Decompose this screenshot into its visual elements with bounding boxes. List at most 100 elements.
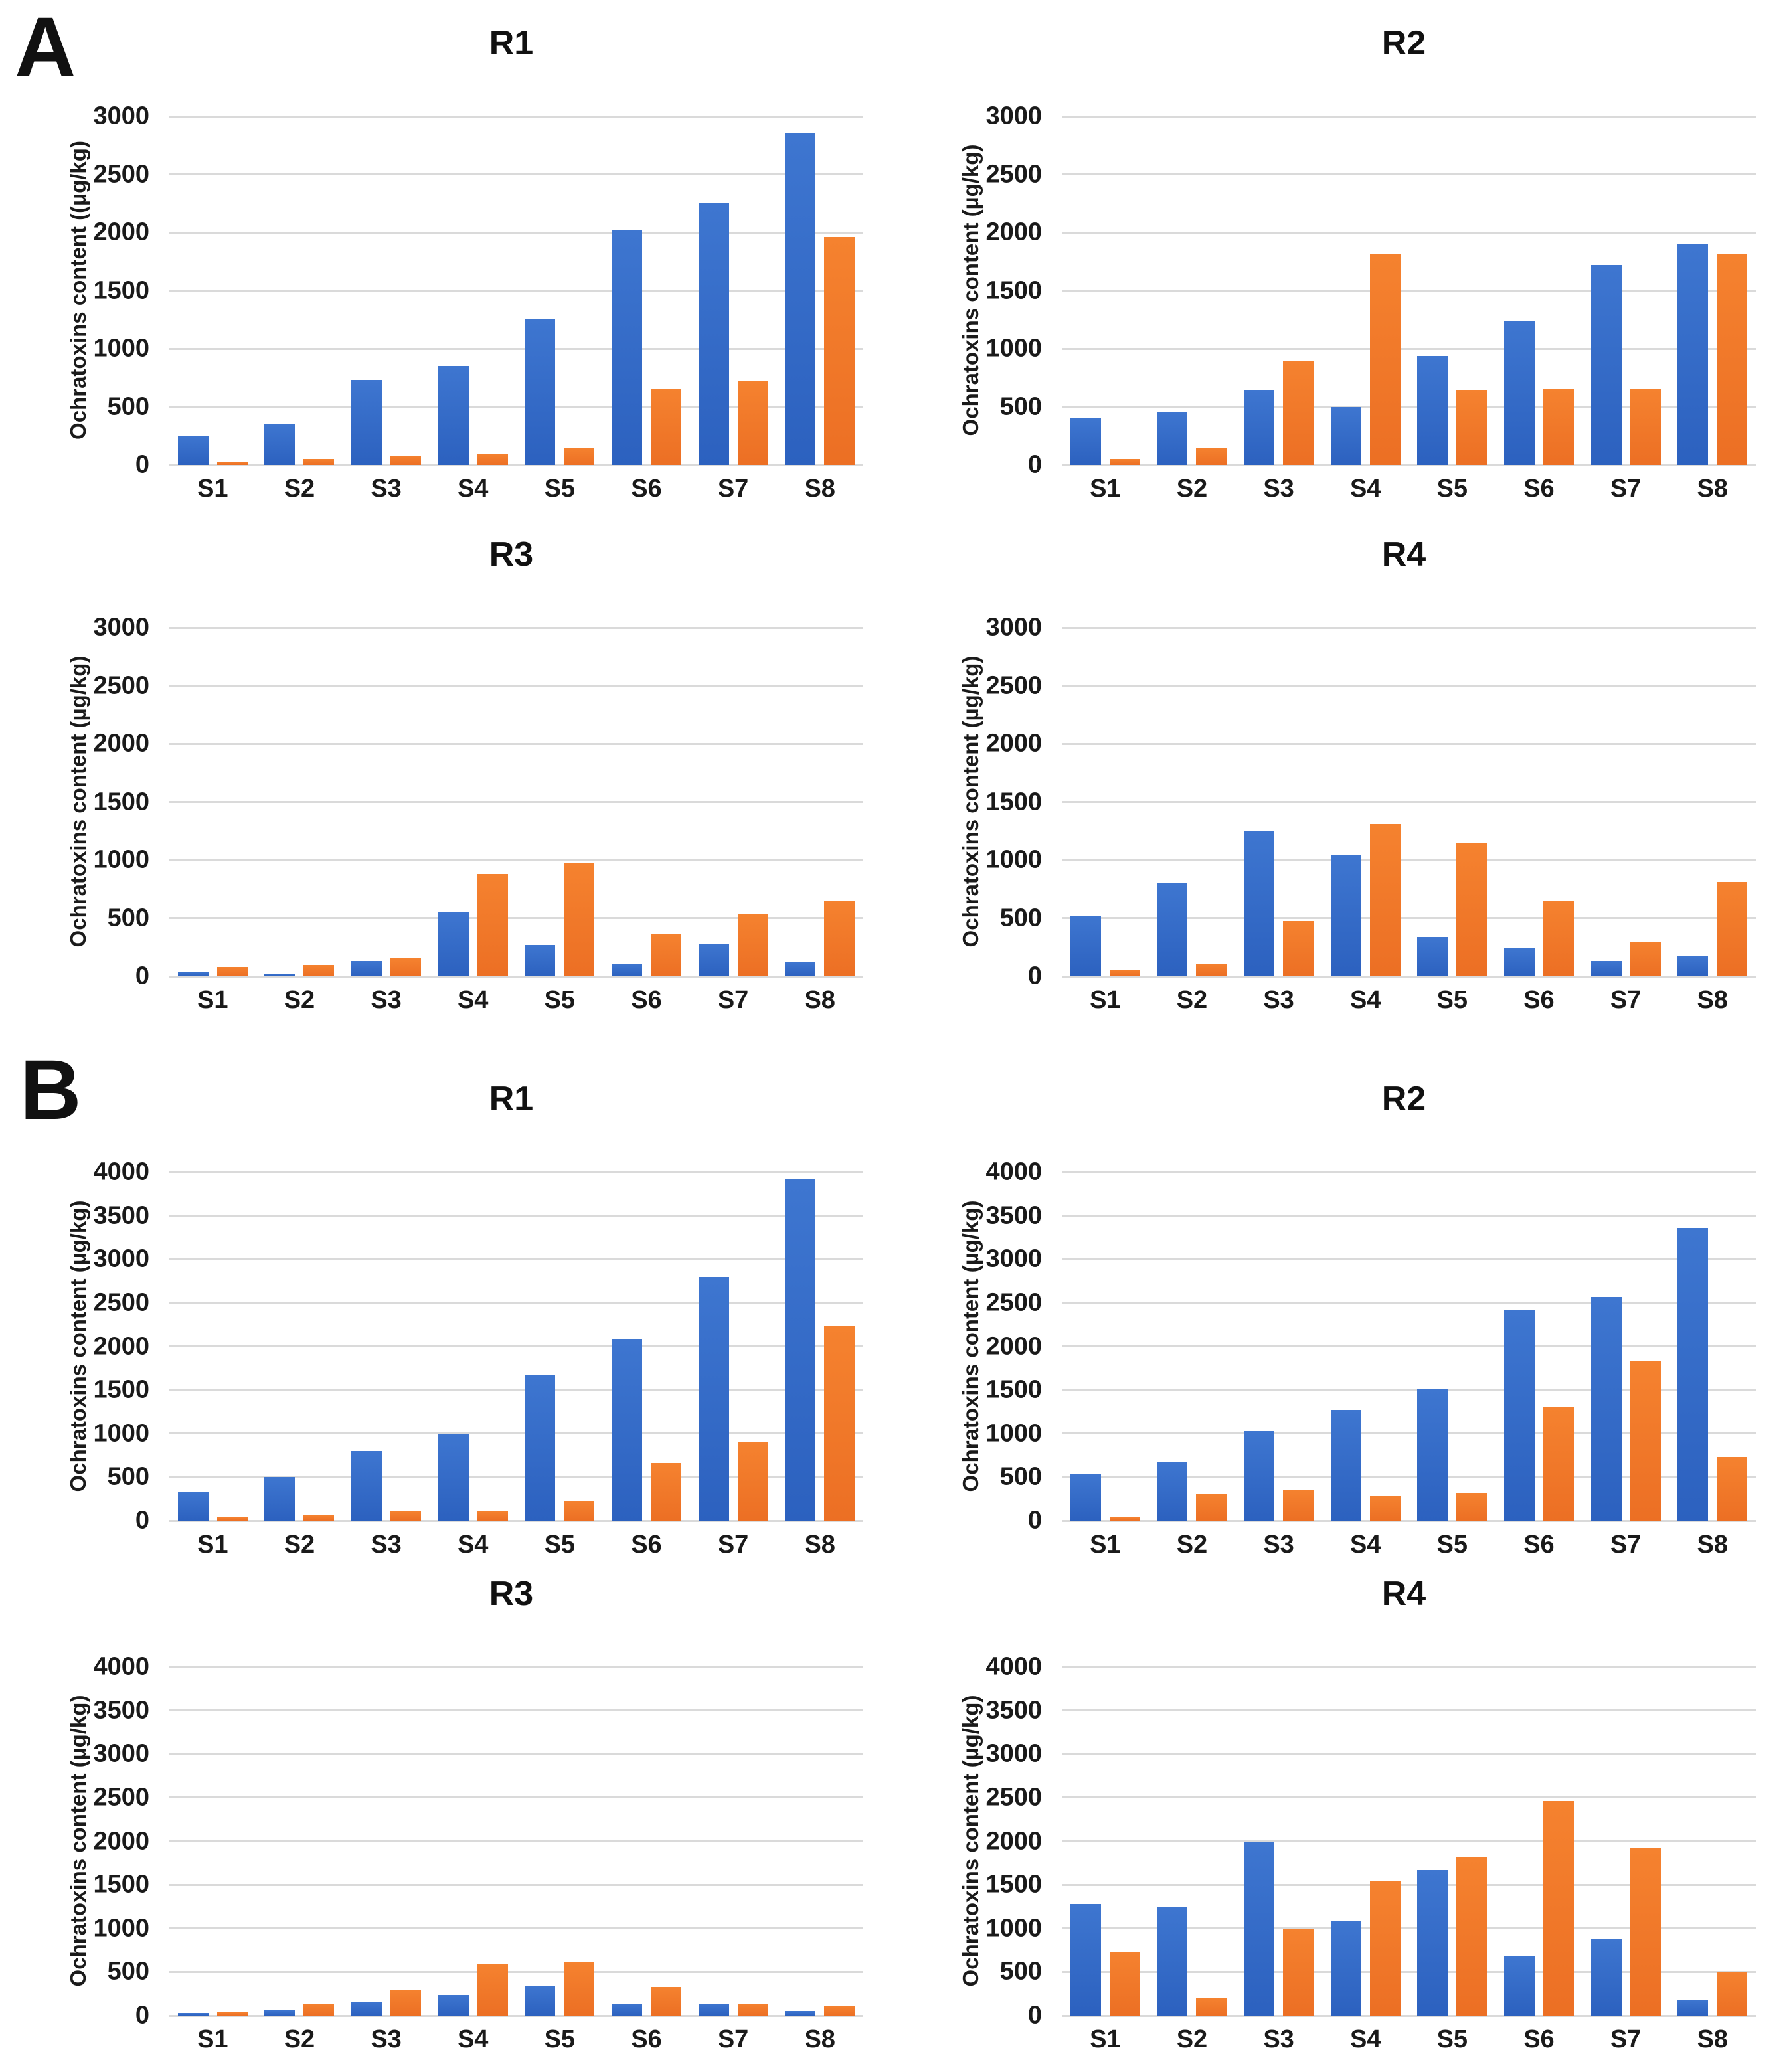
gridline	[169, 742, 863, 745]
bar-orange-s7	[1630, 389, 1661, 465]
y-axis-ticks: 0 500 1000 1500 2000 2500 3000	[892, 614, 1042, 990]
bar-blue-s5	[525, 1986, 556, 2016]
x-category-label: S1	[197, 2026, 228, 2053]
bar-orange-s3	[390, 456, 422, 465]
y-tick-label: 0	[1027, 962, 1042, 990]
chart-panel-a-r3: R3 Ochratoxins content (µg/kg) 0 500 1000 1…	[0, 528, 892, 1033]
y-tick-label: 2500	[93, 671, 149, 699]
bar-orange-s3	[390, 1989, 422, 2016]
y-tick-label: 4000	[985, 1652, 1042, 1681]
gridline	[1062, 1927, 1756, 1930]
bar-blue-s5	[1417, 1869, 1448, 2016]
gridline	[1062, 1258, 1756, 1260]
bar-orange-s2	[303, 459, 335, 465]
y-tick-label: 500	[999, 1957, 1042, 1986]
bar-blue-s2	[264, 973, 296, 976]
y-tick-label: 4000	[93, 1652, 149, 1681]
y-tick-label: 500	[999, 1462, 1042, 1491]
bar-blue-s6	[611, 1339, 642, 1521]
gridline	[1062, 1432, 1756, 1435]
bar-blue-s4	[1330, 1410, 1361, 1521]
bar-blue-s5	[1417, 355, 1448, 465]
bar-blue-s7	[1590, 1939, 1622, 2016]
bar-blue-s7	[698, 202, 729, 465]
y-tick-label: 3500	[93, 1201, 149, 1230]
x-category-label: S7	[1610, 986, 1642, 1014]
x-category-label: S5	[544, 1531, 576, 1559]
bar-orange-s8	[1717, 253, 1748, 465]
chart-panel-b-r3: R3 Ochratoxins content (µg/kg) 0 500 1000 1…	[0, 1567, 892, 2072]
y-tick-label: 0	[1027, 2001, 1042, 2029]
y-tick-label: 2500	[985, 1783, 1042, 1812]
bar-blue-s7	[698, 944, 729, 976]
y-axis-ticks: 0 500 1000 1500 2000 2500 3000 3500 4000	[892, 1653, 1042, 2029]
bar-orange-s7	[737, 2003, 768, 2016]
gridline	[169, 464, 863, 466]
x-category-label: S1	[197, 475, 228, 503]
x-category-label: S4	[1349, 2026, 1381, 2053]
bar-blue-s3	[351, 1451, 382, 1521]
y-tick-label: 0	[135, 1506, 149, 1535]
x-category-label: S8	[804, 986, 835, 1014]
bar-blue-s7	[698, 1276, 729, 1521]
x-category-label: S4	[457, 1531, 489, 1559]
x-category-label: S4	[1349, 986, 1381, 1014]
gridline	[1062, 290, 1756, 292]
x-category-label: S4	[457, 986, 489, 1014]
bar-orange-s8	[824, 237, 855, 465]
x-category-label: S1	[197, 986, 228, 1014]
x-category-label: S8	[1697, 2026, 1728, 2053]
x-category-label: S4	[457, 475, 489, 503]
bar-blue-s5	[525, 1374, 556, 1521]
bar-orange-s4	[477, 874, 508, 976]
x-category-label: S4	[457, 2026, 489, 2053]
bar-orange-s3	[1283, 1928, 1314, 2016]
x-category-label: S8	[1697, 475, 1728, 503]
gridline	[1062, 464, 1756, 466]
bar-orange-s1	[1109, 1952, 1140, 2016]
y-tick-label: 0	[135, 450, 149, 479]
bar-orange-s6	[1543, 389, 1574, 465]
x-category-label: S1	[1090, 1531, 1121, 1559]
bar-blue-s1	[1070, 1904, 1101, 2016]
gridline	[1062, 801, 1756, 803]
bar-blue-s8	[1677, 956, 1709, 976]
gridline	[1062, 1476, 1756, 1478]
bar-blue-s4	[1330, 406, 1361, 465]
y-tick-label: 500	[107, 1462, 149, 1491]
bar-orange-s1	[216, 2012, 248, 2016]
chart-title: R3	[489, 535, 534, 574]
panel-b-label: B	[20, 1043, 82, 1138]
bar-orange-s6	[650, 388, 681, 465]
y-tick-label: 500	[999, 392, 1042, 420]
x-category-label: S5	[544, 986, 576, 1014]
panel-a-label: A	[15, 0, 76, 95]
chart-panel-b-r4: R4 Ochratoxins content (µg/kg) 0 500 1000 1…	[892, 1567, 1785, 2072]
x-category-label: S1	[1090, 2026, 1121, 2053]
gridline	[169, 626, 863, 629]
y-tick-label: 1000	[985, 1914, 1042, 1942]
bar-blue-s8	[1677, 244, 1709, 465]
y-tick-label: 3000	[93, 102, 149, 130]
bar-orange-s4	[1369, 1881, 1401, 2016]
x-axis-labels: S1 S2 S3 S4 S5 S6 S7 S8	[1062, 475, 1756, 508]
y-tick-label: 3000	[93, 1245, 149, 1273]
bar-blue-s3	[351, 380, 382, 465]
x-category-label: S6	[631, 2026, 662, 2053]
bar-orange-s5	[564, 447, 595, 465]
y-axis-ticks: 0 500 1000 1500 2000 2500 3000 3500 4000	[0, 1158, 149, 1535]
y-tick-label: 1500	[985, 1870, 1042, 1899]
bar-blue-s2	[264, 1477, 296, 1521]
x-category-label: S6	[1523, 1531, 1555, 1559]
y-axis-ticks: 0 500 1000 1500 2000 2500 3000	[0, 102, 149, 479]
bar-orange-s7	[737, 913, 768, 976]
bar-blue-s3	[1244, 1430, 1275, 1521]
bar-blue-s1	[1070, 1474, 1101, 1521]
bar-blue-s1	[1070, 418, 1101, 465]
y-tick-label: 0	[1027, 1506, 1042, 1535]
bar-blue-s1	[177, 2013, 209, 2016]
y-tick-label: 1000	[93, 845, 149, 874]
gridline	[169, 1883, 863, 1886]
bar-blue-s1	[1070, 916, 1101, 976]
plot-area	[169, 1666, 863, 2017]
